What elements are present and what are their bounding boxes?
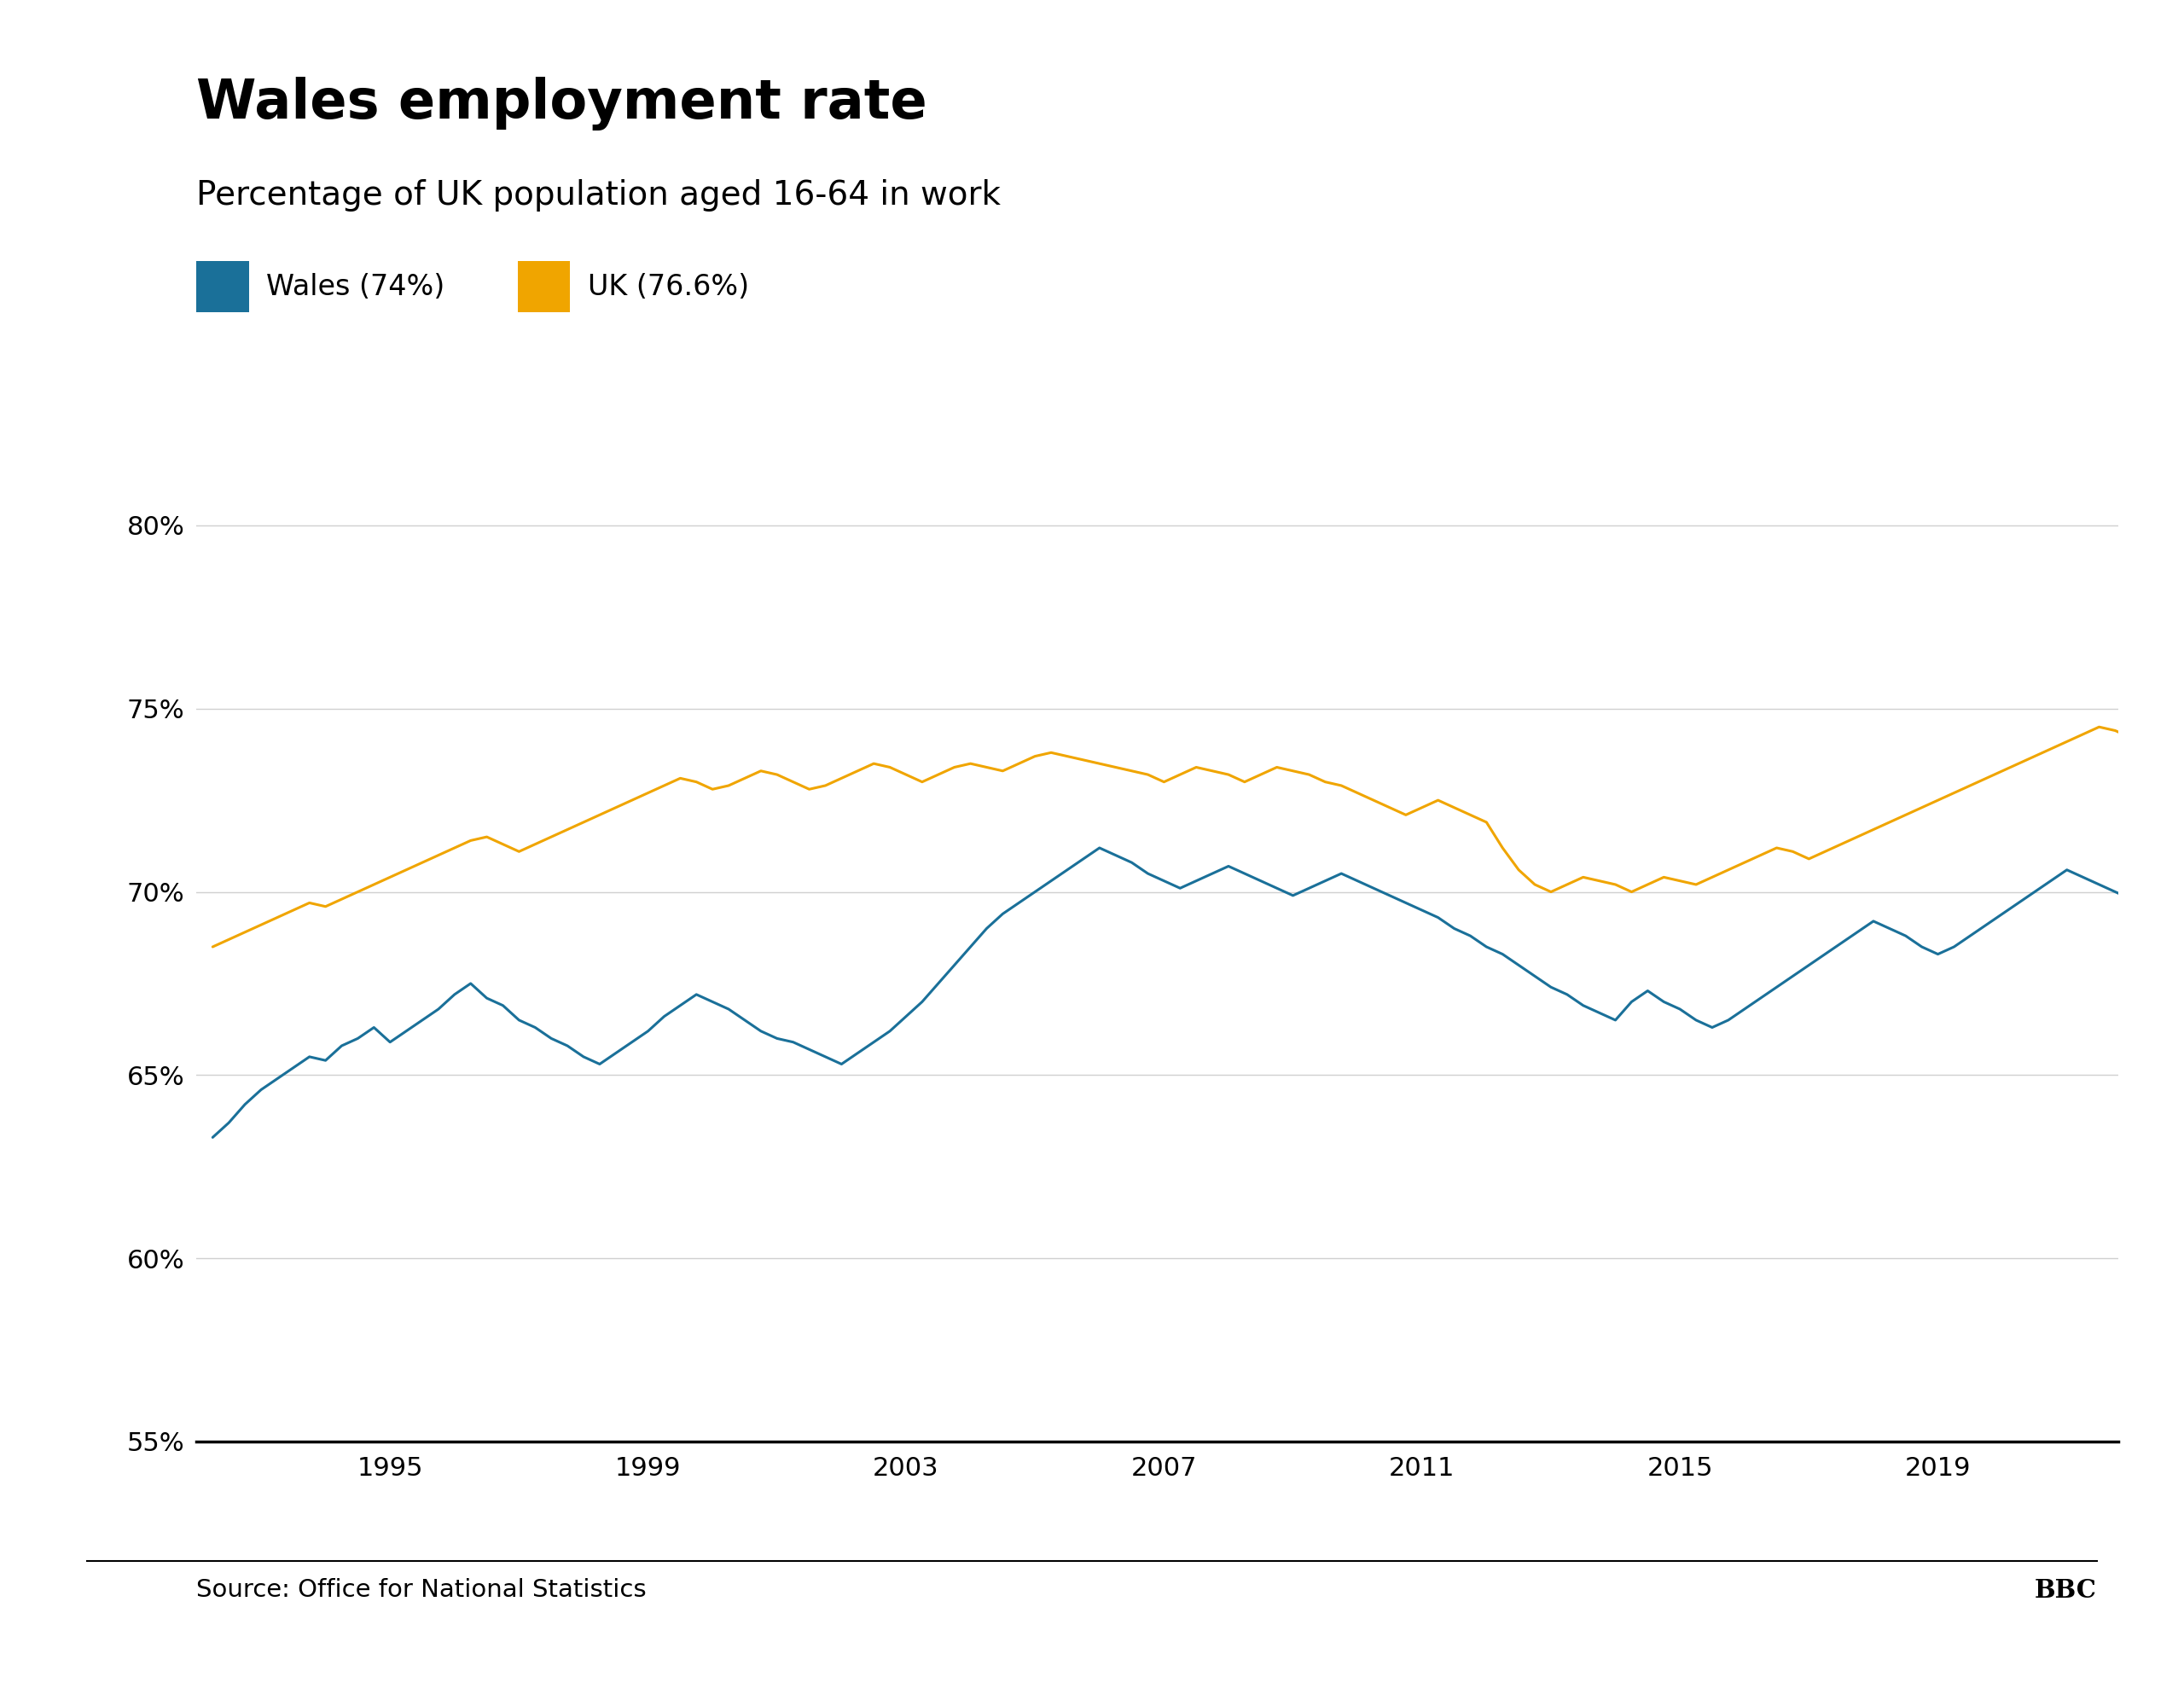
Text: Wales (74%): Wales (74%) — [266, 273, 446, 300]
Text: Source: Office for National Statistics: Source: Office for National Statistics — [197, 1578, 646, 1602]
Text: BBC: BBC — [2035, 1578, 2097, 1604]
Text: UK (76.6%): UK (76.6%) — [587, 273, 749, 300]
Text: Percentage of UK population aged 16-64 in work: Percentage of UK population aged 16-64 i… — [197, 179, 1000, 212]
Text: Wales employment rate: Wales employment rate — [197, 77, 928, 131]
